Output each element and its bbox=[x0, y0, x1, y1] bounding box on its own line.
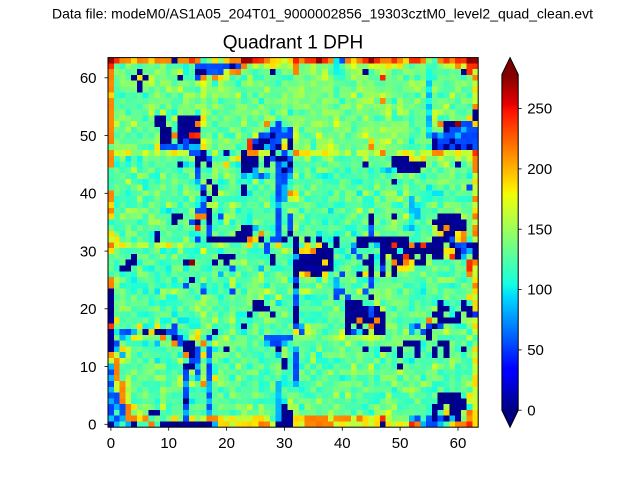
svg-text:50: 50 bbox=[392, 435, 409, 452]
svg-text:Quadrant 1 DPH: Quadrant 1 DPH bbox=[223, 33, 363, 54]
svg-text:40: 40 bbox=[80, 186, 97, 203]
svg-text:50: 50 bbox=[527, 342, 544, 359]
svg-text:20: 20 bbox=[80, 301, 97, 318]
svg-text:60: 60 bbox=[450, 435, 467, 452]
svg-text:20: 20 bbox=[218, 435, 235, 452]
svg-text:150: 150 bbox=[527, 221, 552, 238]
svg-text:10: 10 bbox=[160, 435, 177, 452]
svg-text:100: 100 bbox=[527, 282, 552, 299]
svg-text:30: 30 bbox=[80, 243, 97, 260]
svg-text:50: 50 bbox=[80, 128, 97, 145]
svg-text:30: 30 bbox=[276, 435, 293, 452]
svg-text:200: 200 bbox=[527, 161, 552, 178]
svg-text:0: 0 bbox=[107, 435, 115, 452]
svg-text:40: 40 bbox=[334, 435, 351, 452]
svg-text:60: 60 bbox=[80, 70, 97, 87]
svg-text:0: 0 bbox=[527, 402, 535, 419]
svg-text:10: 10 bbox=[80, 359, 97, 376]
svg-text:250: 250 bbox=[527, 101, 552, 118]
svg-text:Data file: modeM0/AS1A05_204T0: Data file: modeM0/AS1A05_204T01_90000028… bbox=[52, 6, 593, 22]
svg-text:0: 0 bbox=[88, 417, 96, 434]
